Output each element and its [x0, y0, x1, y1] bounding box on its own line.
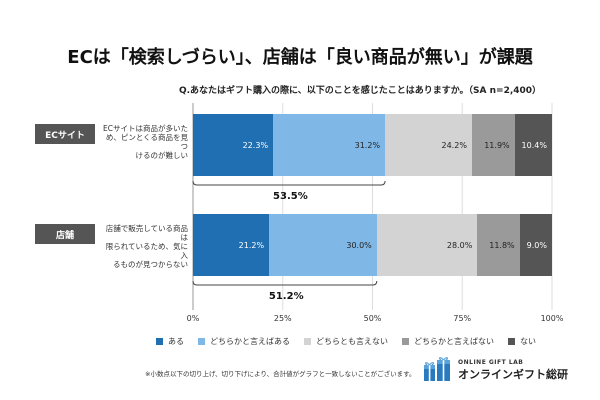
data-label: 22.3%	[242, 140, 269, 150]
x-tick-label: 25%	[273, 314, 292, 323]
legend: ある どちらかと言えばある どちらとも言えない どちらかと言えばない ない	[156, 336, 536, 347]
legend-item: どちらかと言えばない	[402, 336, 494, 347]
data-label: 10.4%	[521, 140, 547, 150]
category-description-line: るものが見つからない	[113, 260, 188, 269]
bar-segment: 31.2%	[273, 114, 386, 176]
data-label: 11.9%	[484, 140, 510, 150]
data-label: 31.2%	[354, 140, 381, 150]
legend-item: どちらかと言えばある	[198, 336, 290, 347]
data-label: 9.0%	[526, 240, 547, 250]
data-label: 21.2%	[238, 240, 265, 250]
legend-item: どちらとも言えない	[304, 336, 388, 347]
chart-subtitle: Q.あなたはギフト購入の際に、以下のことを感じたことはありますか。（SA n=2…	[178, 86, 542, 96]
legend-label: どちらかと言えばある	[210, 337, 290, 346]
legend-label: どちらとも言えない	[316, 337, 388, 346]
brand-top-text: ONLINE GIFT LAB	[458, 358, 524, 366]
category-badge: 店舗	[35, 224, 95, 244]
footnote: ※小数点以下の切り上げ、切り下げにより、合計値がグラフと一致しないことがございま…	[145, 370, 416, 378]
category-description-line: ECサイトは商品が多いた	[103, 124, 188, 133]
data-label: 30.0%	[346, 240, 372, 250]
bar-segment: 10.4%	[514, 114, 552, 176]
category-badge: ECサイト	[35, 124, 95, 144]
legend-swatch	[198, 338, 205, 345]
legend-label: どちらかと言えばない	[414, 337, 494, 346]
legend-label: ない	[520, 337, 536, 346]
legend-swatch	[156, 338, 163, 345]
chart-title: ECは「検索しづらい」、店舗は「良い商品が無い」が課題	[67, 47, 533, 68]
brand-name: オンラインギフト総研	[458, 367, 568, 381]
combined-percentage-label: 53.5%	[273, 191, 308, 202]
x-tick-label: 50%	[363, 314, 382, 323]
category-description-line: 限られているため、気に入	[105, 242, 188, 260]
legend-label: ある	[168, 337, 184, 346]
combined-percentage-label: 51.2%	[268, 291, 304, 302]
bar-segment: 21.2%	[193, 214, 270, 276]
category-description: 店舗で販売している商品は 限られているため、気に入 るものが見つからない	[100, 224, 188, 269]
combined-bracket	[192, 180, 386, 186]
brand: ONLINE GIFT LAB オンラインギフト総研	[422, 357, 568, 383]
category-description: ECサイトは商品が多いた め、ピンとくる商品を見つ けるのが難しい	[100, 124, 188, 160]
legend-item: ある	[156, 336, 184, 347]
bar-segment: 24.2%	[385, 114, 472, 176]
gift-boxes-icon	[424, 357, 450, 381]
legend-swatch	[402, 338, 409, 345]
category-description-line: め、ピンとくる商品を見つ	[105, 133, 188, 151]
category-description-line: 店舗で販売している商品は	[105, 224, 188, 242]
category-description-line: けるのが難しい	[135, 151, 189, 160]
data-label: 24.2%	[441, 140, 467, 150]
stacked-bar: 21.2% 30.0% 28.0% 11.8% 9.0%	[193, 214, 552, 276]
x-tick-label: 100%	[540, 314, 564, 323]
bar-segment: 30.0%	[269, 214, 377, 276]
legend-item: ない	[508, 336, 536, 347]
bar-segment: 11.9%	[471, 114, 515, 176]
bar-segment: 11.8%	[477, 214, 520, 276]
data-label: 28.0%	[446, 240, 473, 250]
data-label: 11.8%	[489, 240, 515, 250]
legend-swatch	[508, 338, 515, 345]
stacked-bar: 22.3% 31.2% 24.2% 11.9% 10.4%	[193, 114, 552, 176]
x-tick-label: 0%	[186, 314, 200, 323]
bar-segment: 28.0%	[376, 214, 478, 276]
x-tick-label: 75%	[453, 314, 472, 323]
combined-bracket	[192, 280, 378, 286]
bar-segment: 22.3%	[193, 114, 274, 176]
legend-swatch	[304, 338, 311, 345]
bar-segment: 9.0%	[519, 214, 552, 276]
